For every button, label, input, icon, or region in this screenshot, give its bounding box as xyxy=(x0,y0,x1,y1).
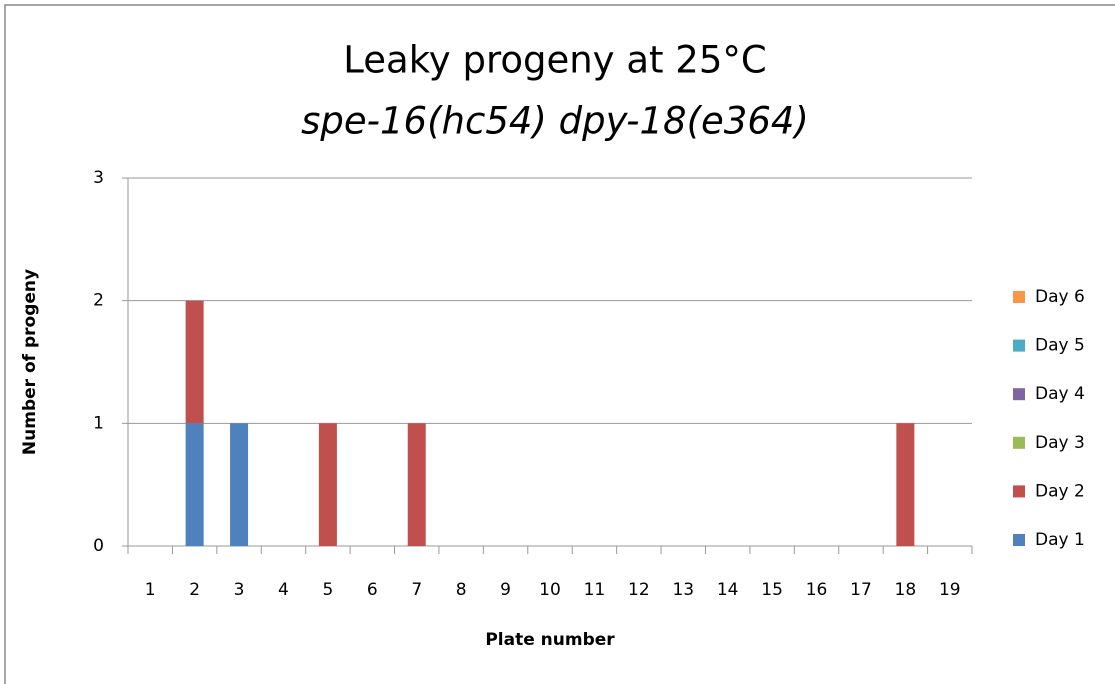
x-tick-label: 13 xyxy=(672,580,694,600)
legend-swatch xyxy=(1013,339,1025,352)
y-tick-label: 1 xyxy=(93,413,104,433)
x-tick-label: 4 xyxy=(278,580,289,600)
bar-segment xyxy=(185,300,204,424)
chart-subtitle: spe-16(hc54) dpy-18(e364) xyxy=(301,100,809,143)
y-tick-label: 3 xyxy=(93,168,104,188)
x-tick-label: 3 xyxy=(234,580,245,600)
x-tick-label: 19 xyxy=(939,580,961,600)
legend-swatch xyxy=(1013,485,1025,498)
y-tick-label: 0 xyxy=(93,536,104,556)
legend-label: Day 2 xyxy=(1035,481,1085,501)
bar-segment xyxy=(185,423,204,546)
x-tick-label: 7 xyxy=(411,580,422,600)
legend-swatch xyxy=(1013,291,1025,303)
bar-segment xyxy=(230,423,249,546)
legend-label: Day 4 xyxy=(1035,384,1085,404)
y-axis-label: Number of progeny xyxy=(20,269,40,455)
y-tick-label: 2 xyxy=(93,291,104,311)
x-tick-label: 2 xyxy=(189,580,200,600)
x-tick-label: 12 xyxy=(628,580,650,600)
bar-segment xyxy=(318,423,337,546)
x-tick-label: 5 xyxy=(322,580,333,600)
x-tick-label: 14 xyxy=(717,580,739,600)
legend-swatch xyxy=(1013,436,1025,449)
bar-segment xyxy=(896,423,915,546)
x-tick-label: 1 xyxy=(145,580,156,600)
x-tick-label: 6 xyxy=(367,580,378,600)
x-tick-label: 10 xyxy=(539,580,561,600)
x-tick-label: 15 xyxy=(761,580,783,600)
legend-label: Day 3 xyxy=(1035,433,1085,453)
x-tick-label: 17 xyxy=(850,580,872,600)
chart-title: Leaky progeny at 25°C xyxy=(343,39,766,82)
legend-swatch xyxy=(1013,388,1025,401)
x-tick-label: 9 xyxy=(500,580,511,600)
x-tick-label: 11 xyxy=(584,580,606,600)
x-axis-label: Plate number xyxy=(485,630,615,650)
legend-label: Day 1 xyxy=(1035,530,1085,550)
legend-label: Day 5 xyxy=(1035,336,1085,356)
x-tick-label: 8 xyxy=(456,580,467,600)
bar-segment xyxy=(407,423,426,546)
x-tick-label: 18 xyxy=(895,580,917,600)
x-tick-label: 16 xyxy=(806,580,828,600)
legend-label: Day 6 xyxy=(1035,287,1085,307)
legend-swatch xyxy=(1013,534,1025,546)
